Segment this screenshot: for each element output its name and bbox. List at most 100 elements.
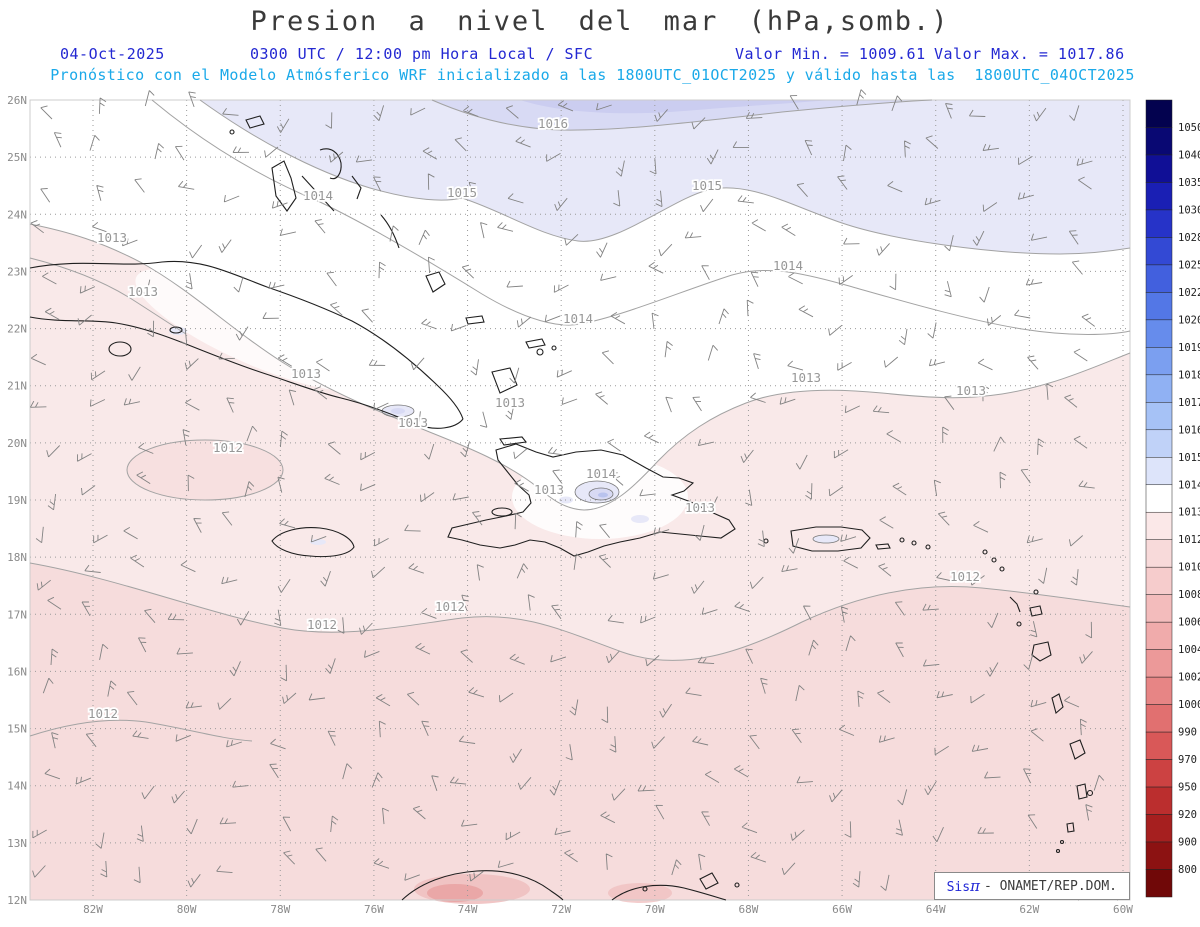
colorbar-segment [1145,621,1173,650]
lon-tick-label: 76W [364,903,384,916]
colorbar-label: 1013 [1178,507,1200,519]
colorbar-segment [1145,99,1173,128]
colorbar-segment [1145,347,1173,376]
colorbar-label: 1018 [1178,369,1200,381]
colorbar-segment [1145,759,1173,788]
contour-label: 1012 [435,599,465,614]
value-max-label: Valor Max. = 1017.86 [934,45,1125,63]
contour-labels: 1016 1014 1015 1015 1013 1013 1014 1014 1013 1013… [86,114,988,723]
colorbar-segment [1145,237,1173,266]
colorbar-label: 950 [1178,782,1197,794]
colorbar-label: 1014 [1178,479,1200,491]
lon-tick-label: 60W [1113,903,1133,916]
lon-tick-label: 72W [551,903,571,916]
colorbar-label: 900 [1178,837,1197,849]
lat-tick-label: 23N [7,265,27,278]
lat-tick-label: 20N [7,437,27,450]
contour-label: 1015 [447,185,477,200]
colorbar-segment [1145,127,1173,156]
colorbar-label: 920 [1178,809,1197,821]
lon-tick-label: 74W [458,903,478,916]
map-frame [29,99,1131,901]
colorbar-segment [1145,594,1173,623]
contour-label: 1015 [692,178,722,193]
colorbar-label: 990 [1178,727,1197,739]
contour-label: 1014 [773,258,803,273]
colorbar-label: 1006 [1178,617,1200,629]
lat-tick-label: 16N [7,665,27,678]
contour-label: 1013 [291,366,321,381]
colorbar-label: 970 [1178,754,1197,766]
colorbar-segment [1145,374,1173,403]
colorbar-label: 1004 [1178,644,1200,656]
lat-tick-label: 18N [7,551,27,564]
lon-tick-label: 82W [83,903,103,916]
lon-tick-label: 68W [739,903,759,916]
colorbar-segment [1145,566,1173,595]
colorbar-segment [1145,457,1173,486]
contour-label: 1012 [307,617,337,632]
contour-label: 1014 [586,466,616,481]
colorbar-label: 1025 [1178,259,1200,271]
axis-labels: 26N 25N 24N 23N 22N 21N 20N 19N 18N 17N 16N 15N 14N 1… [7,94,1133,916]
colorbar-segment [1145,429,1173,458]
colorbar-label: 1028 [1178,232,1200,244]
colorbar-segment [1145,264,1173,293]
colorbar-label: 1000 [1178,699,1200,711]
colorbar-label: 1030 [1178,204,1200,216]
lon-tick-label: 70W [645,903,665,916]
colorbar-label: 1035 [1178,177,1200,189]
colorbar-label: 1017 [1178,397,1200,409]
colorbar-segment [1145,402,1173,431]
contour-label: 1013 [956,383,986,398]
lon-tick-label: 62W [1019,903,1039,916]
lon-tick-label: 66W [832,903,852,916]
colorbar-segment [1145,182,1173,211]
contour-label: 1013 [128,284,158,299]
sispi-logo: Sisπ [946,877,980,895]
valid-date-label: 04-Oct-2025 [60,45,165,63]
colorbar-segment [1145,786,1173,815]
contour-label: 1013 [791,370,821,385]
colorbar-segment [1145,539,1173,568]
lat-tick-label: 13N [7,837,27,850]
contour-label: 1013 [495,395,525,410]
contour-label: 1012 [88,706,118,721]
colorbar-label: 1015 [1178,452,1200,464]
lon-tick-label: 80W [177,903,197,916]
credit-text: - ONAMET/REP.DOM. [983,878,1117,894]
chart-title: Presion a nivel del mar (hPa,somb.) [250,6,950,37]
pressure-shading [30,100,1130,904]
colorbar-label: 1008 [1178,589,1200,601]
colorbar-segment [1145,869,1173,898]
colorbar-segment [1145,814,1173,843]
colorbar-segment [1145,731,1173,760]
contour-label: 1016 [538,116,568,131]
lat-tick-label: 12N [7,894,27,907]
lat-tick-label: 14N [7,780,27,793]
credit-box: Sisπ - ONAMET/REP.DOM. [933,872,1130,900]
contour-label: 1013 [685,500,715,515]
gridlines [29,99,1131,901]
lat-tick-label: 22N [7,323,27,336]
colorbar-label: 1022 [1178,287,1200,299]
contour-label: 1012 [950,569,980,584]
colorbar-label: 1012 [1178,534,1200,546]
contour-label: 1012 [213,440,243,455]
colorbar: 1050 1040 1035 1030 1028 1025 1022 1020 1019 1018… [1145,99,1200,898]
colorbar-segment [1145,649,1173,678]
lat-tick-label: 26N [7,94,27,107]
colorbar-label: 1002 [1178,672,1200,684]
colorbar-segment [1145,676,1173,705]
model-info-line: Pronóstico con el Modelo Atmósferico WRF… [50,66,1135,84]
lat-tick-label: 19N [7,494,27,507]
lat-tick-label: 24N [7,208,27,221]
colorbar-label: 1019 [1178,342,1200,354]
contour-label: 1013 [398,415,428,430]
colorbar-segment [1145,209,1173,238]
colorbar-label: 1010 [1178,562,1200,574]
contour-label: 1014 [303,188,333,203]
lat-tick-label: 21N [7,380,27,393]
value-min-label: Valor Min. = 1009.61 [735,45,926,63]
